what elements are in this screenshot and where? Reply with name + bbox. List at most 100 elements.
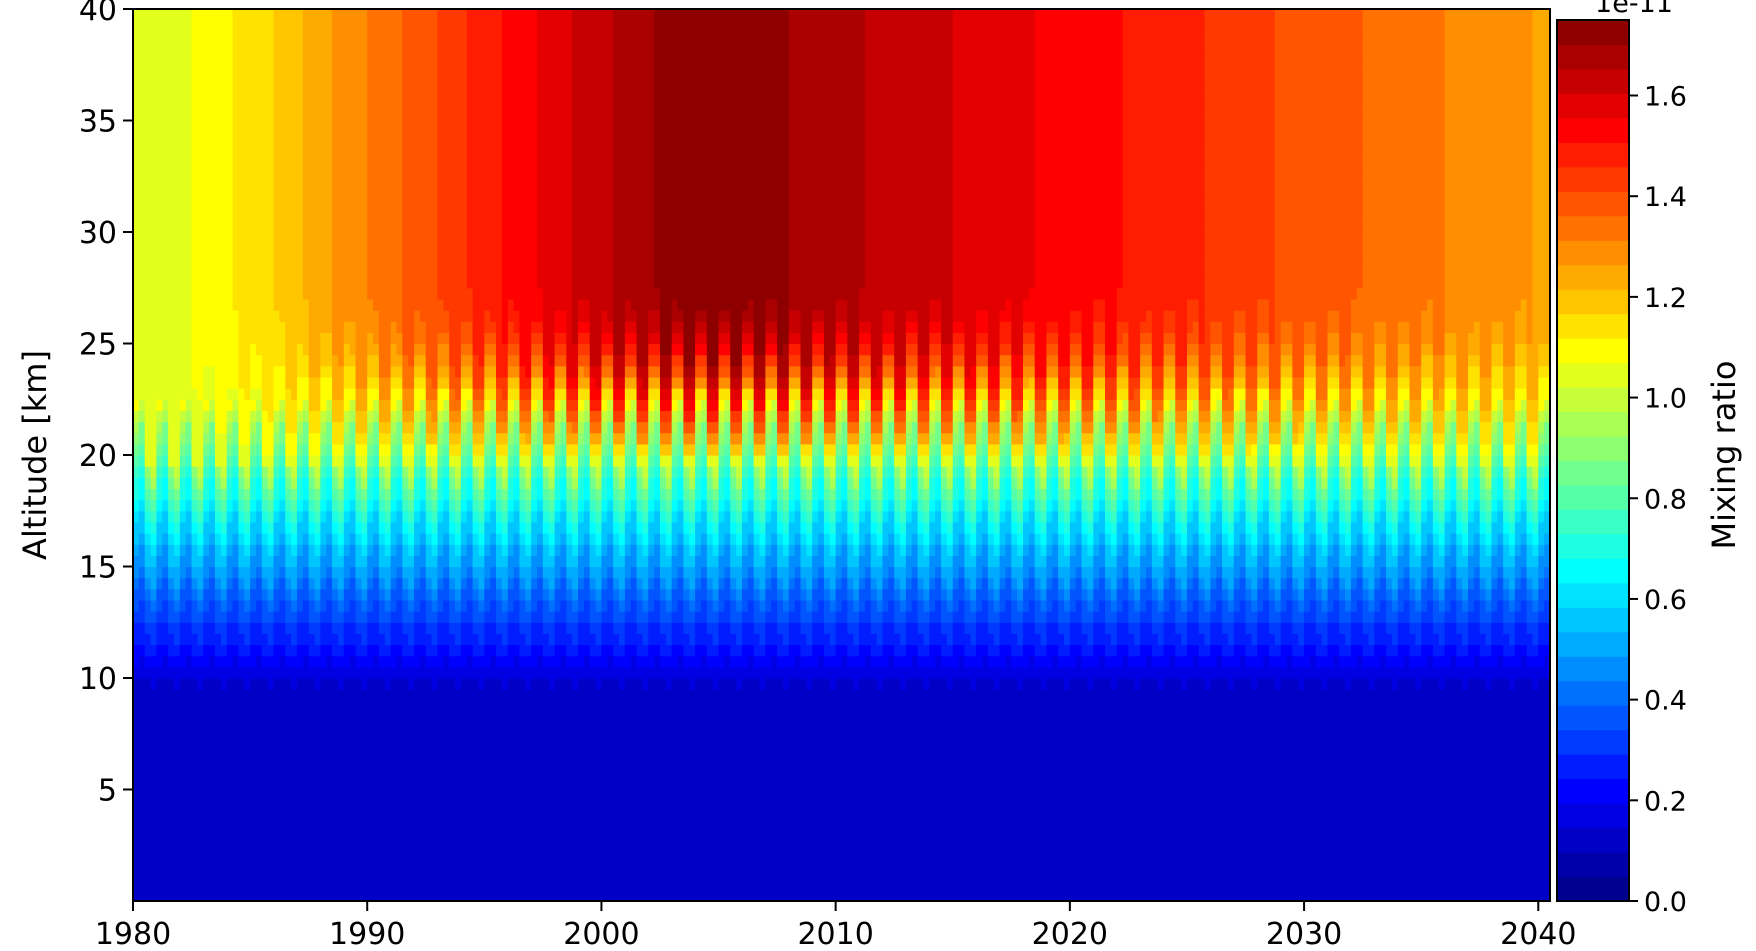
heatmap-cell — [267, 711, 275, 724]
heatmap-cell — [408, 421, 415, 434]
heatmap-cell — [326, 332, 333, 345]
heatmap-cell — [455, 254, 462, 267]
heatmap-cell — [133, 399, 140, 411]
heatmap-cell — [291, 9, 298, 21]
heatmap-cell — [355, 220, 362, 233]
heatmap-cell — [466, 176, 474, 188]
heatmap-cell — [279, 120, 286, 133]
heatmap-cell — [337, 287, 345, 300]
heatmap-cell — [384, 376, 392, 389]
heatmap-cell — [156, 834, 163, 846]
heatmap-cell — [238, 867, 245, 880]
heatmap-cell — [226, 142, 234, 155]
heatmap-cell — [478, 510, 485, 523]
heatmap-cell — [185, 287, 193, 300]
heatmap-cell — [179, 343, 187, 356]
heatmap-cell — [133, 733, 140, 746]
heatmap-cell — [267, 343, 275, 356]
heatmap-cell — [332, 187, 339, 200]
heatmap-cell — [449, 153, 456, 166]
heatmap-cell — [384, 622, 392, 634]
heatmap-cell — [384, 131, 392, 144]
heatmap-cell — [472, 588, 480, 601]
heatmap-cell — [343, 477, 351, 490]
heatmap-cell — [408, 75, 415, 88]
heatmap-cell — [355, 410, 362, 423]
heatmap-cell — [326, 510, 333, 523]
heatmap-cell — [402, 354, 409, 367]
heatmap-cell — [244, 722, 251, 735]
heatmap-cell — [150, 332, 158, 345]
heatmap-cell — [326, 298, 333, 311]
heatmap-cell — [179, 9, 187, 21]
heatmap-cell — [191, 633, 199, 646]
heatmap-cell — [250, 689, 257, 701]
heatmap-cell — [314, 298, 321, 311]
heatmap-cell — [373, 142, 380, 155]
heatmap-cell — [209, 744, 216, 757]
heatmap-cell — [443, 9, 450, 21]
heatmap-cell — [214, 488, 222, 501]
heatmap-cell — [238, 521, 245, 534]
heatmap-cell — [302, 611, 310, 623]
heatmap-cell — [179, 856, 187, 869]
heatmap-cell — [226, 243, 234, 255]
heatmap-cell — [437, 87, 444, 99]
heatmap-cell — [326, 744, 333, 757]
heatmap-cell — [320, 611, 327, 623]
heatmap-cell — [384, 744, 392, 757]
heatmap-cell — [279, 700, 286, 713]
heatmap-cell — [490, 856, 497, 869]
heatmap-cell — [150, 20, 158, 32]
heatmap-cell — [367, 566, 374, 579]
heatmap-cell — [455, 588, 462, 601]
heatmap-cell — [396, 689, 403, 701]
heatmap-cell — [431, 611, 439, 623]
heatmap-cell — [273, 209, 280, 222]
heatmap-cell — [156, 232, 163, 244]
heatmap-cell — [378, 889, 386, 901]
heatmap-cell — [343, 611, 351, 623]
heatmap-cell — [214, 376, 222, 389]
heatmap-cell — [349, 176, 357, 188]
heatmap-cell — [378, 354, 386, 367]
heatmap-cell — [209, 376, 216, 389]
heatmap-cell — [244, 243, 251, 255]
heatmap-cell — [291, 75, 298, 88]
heatmap-cell — [408, 811, 415, 824]
heatmap-cell — [156, 120, 163, 133]
heatmap-cell — [179, 209, 187, 222]
heatmap-cell — [214, 733, 222, 746]
heatmap-cell — [291, 889, 298, 901]
heatmap-cell — [326, 365, 333, 378]
heatmap-cell — [156, 388, 163, 400]
heatmap-cell — [402, 365, 409, 378]
heatmap-cell — [490, 778, 497, 791]
heatmap-cell — [250, 711, 257, 724]
heatmap-cell — [384, 343, 392, 356]
heatmap-cell — [296, 298, 304, 311]
heatmap-cell — [431, 142, 439, 155]
heatmap-cell — [168, 789, 175, 802]
heatmap-cell — [197, 332, 204, 345]
heatmap-cell — [402, 443, 409, 456]
heatmap-cell — [437, 98, 444, 110]
heatmap-cell — [484, 298, 491, 311]
heatmap-cell — [384, 778, 392, 791]
heatmap-cell — [255, 845, 263, 857]
heatmap-cell — [320, 209, 327, 222]
heatmap-cell — [349, 443, 357, 456]
heatmap-cell — [138, 488, 146, 501]
heatmap-cell — [384, 109, 392, 122]
heatmap-cell — [337, 120, 345, 133]
heatmap-cell — [191, 477, 199, 490]
heatmap-cell — [443, 31, 450, 44]
heatmap-cell — [214, 131, 222, 144]
heatmap-cell — [302, 287, 310, 300]
heatmap-cell — [244, 700, 251, 713]
heatmap-cell — [396, 321, 403, 333]
heatmap-cell — [308, 577, 316, 590]
heatmap-cell — [466, 276, 474, 289]
heatmap-cell — [203, 109, 210, 122]
heatmap-cell — [384, 499, 392, 512]
